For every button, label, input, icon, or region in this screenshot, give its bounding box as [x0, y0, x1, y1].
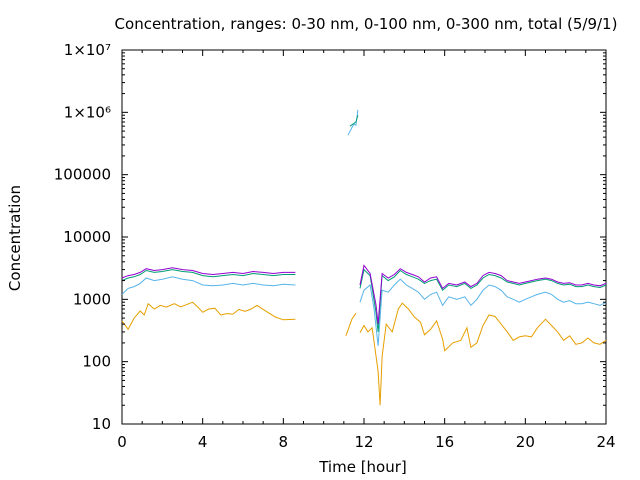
x-axis-label: Time [hour] — [318, 458, 407, 476]
series-line-2 — [121, 109, 607, 346]
y-tick-label: 1×10⁶ — [64, 103, 111, 121]
x-tick-label: 4 — [198, 433, 208, 451]
x-tick-label: 12 — [354, 433, 373, 451]
series-line-4 — [121, 264, 607, 325]
y-tick-label: 10 — [92, 415, 111, 433]
series-layer — [121, 109, 607, 406]
series-line-1 — [121, 301, 607, 406]
y-tick-label: 10000 — [63, 228, 111, 246]
y-axis: 10 100 1000 10000 100000 1×10⁶ 1×10⁷ — [54, 41, 606, 433]
chart-title: Concentration, ranges: 0-30 nm, 0-100 nm… — [115, 15, 618, 33]
x-tick-label: 8 — [279, 433, 289, 451]
y-tick-label: 1000 — [73, 290, 111, 308]
y-tick-label: 100000 — [54, 166, 111, 184]
plot-frame — [121, 49, 607, 425]
x-tick-label: 24 — [596, 433, 615, 451]
series-line-3 — [121, 115, 607, 332]
x-tick-label: 0 — [117, 433, 127, 451]
y-axis-label: Concentration — [6, 185, 24, 291]
x-tick-label: 16 — [435, 433, 454, 451]
x-tick-label: 20 — [516, 433, 535, 451]
y-tick-label: 1×10⁷ — [64, 41, 111, 59]
x-axis: 0 4 8 12 16 20 24 — [117, 50, 616, 451]
y-tick-label: 100 — [82, 353, 111, 371]
